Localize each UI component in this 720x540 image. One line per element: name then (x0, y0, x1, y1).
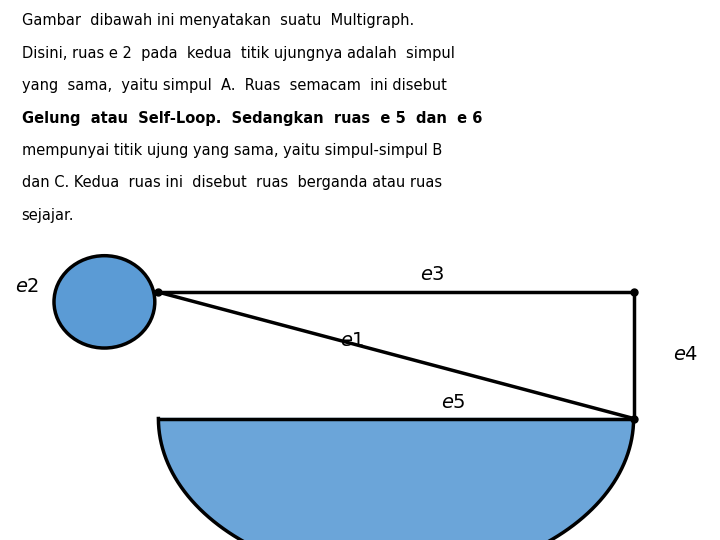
Text: mempunyai titik ujung yang sama, yaitu simpul-simpul B: mempunyai titik ujung yang sama, yaitu s… (22, 143, 442, 158)
Text: yang  sama,  yaitu simpul  A.  Ruas  semacam  ini disebut: yang sama, yaitu simpul A. Ruas semacam … (22, 78, 446, 93)
Text: Disini, ruas e 2  pada  kedua  titik ujungnya adalah  simpul: Disini, ruas e 2 pada kedua titik ujungn… (22, 46, 454, 61)
Text: Gelung  atau  Self-Loop.  Sedangkan  ruas  e 5  dan  e 6: Gelung atau Self-Loop. Sedangkan ruas e … (22, 111, 482, 126)
Text: $e4$: $e4$ (673, 346, 698, 364)
Ellipse shape (54, 255, 155, 348)
Text: sejajar.: sejajar. (22, 208, 74, 223)
Text: $e2$: $e2$ (15, 278, 40, 296)
Text: $e5$: $e5$ (441, 394, 466, 412)
Text: dan C. Kedua  ruas ini  disebut  ruas  berganda atau ruas: dan C. Kedua ruas ini disebut ruas berga… (22, 176, 442, 191)
Polygon shape (158, 418, 634, 540)
Text: $e3$: $e3$ (420, 266, 444, 284)
Text: $e1$: $e1$ (341, 332, 365, 350)
Text: Gambar  dibawah ini menyatakan  suatu  Multigraph.: Gambar dibawah ini menyatakan suatu Mult… (22, 14, 414, 29)
